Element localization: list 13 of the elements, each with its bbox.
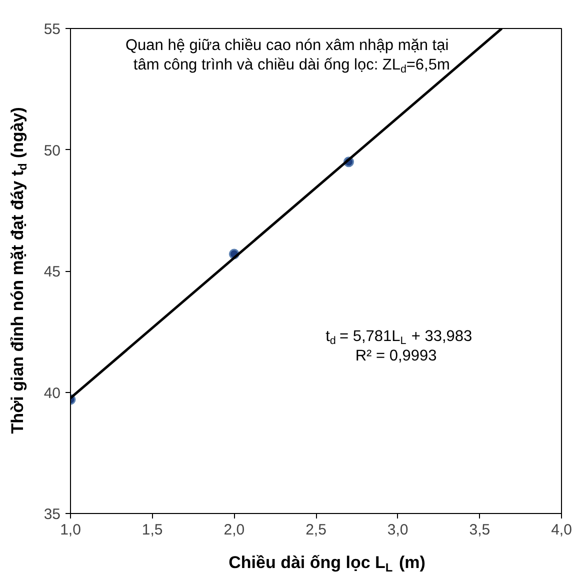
y-tick-label: 40 bbox=[44, 384, 61, 402]
x-tick-label: 1,5 bbox=[142, 522, 163, 538]
y-tick-label: 45 bbox=[44, 264, 61, 280]
x-tick-label: 3,0 bbox=[387, 522, 408, 538]
x-tick-label: 3,5 bbox=[469, 522, 490, 538]
y-axis-title: Thời gian đỉnh nón mặt đạt đáy td (ngày) bbox=[8, 107, 30, 434]
x-tick-label: 1,0 bbox=[60, 522, 81, 538]
y-tick-label: 50 bbox=[44, 142, 61, 160]
x-tick-label: 2,5 bbox=[306, 522, 326, 538]
x-tick-label: 2,0 bbox=[224, 522, 245, 538]
y-tick-label: 35 bbox=[44, 506, 61, 523]
y-tick-label: 55 bbox=[44, 21, 61, 38]
x-tick-label: 4,0 bbox=[551, 522, 572, 538]
